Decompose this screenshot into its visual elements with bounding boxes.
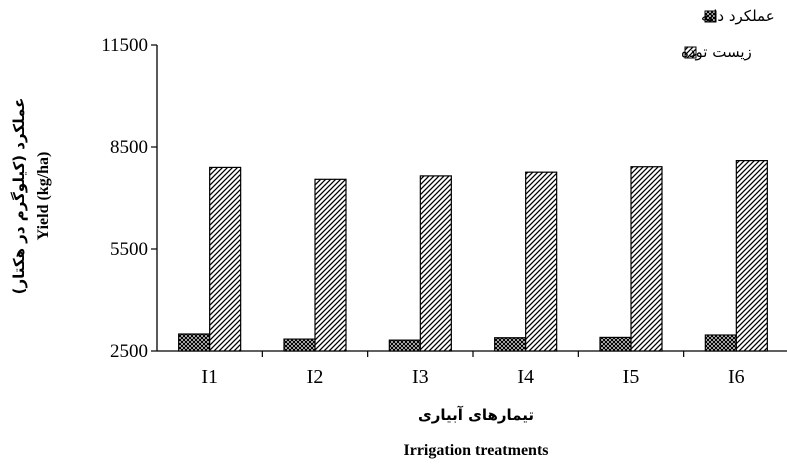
biomass-bar-i2 [314,178,347,352]
y-tick-label: 11500 [101,35,148,56]
bars [178,160,768,352]
legend-label-biomass: زیست توده [681,43,752,61]
grain-yield-bar-i6 [704,334,737,352]
x-tick-label: I5 [623,366,640,388]
legend-label-grain-yield: عملکرد دانه [701,7,775,25]
y-tick-label: 8500 [110,137,148,158]
x-tick-label: I4 [517,366,534,388]
y-axis-title-fa: عملکرد (کیلوگرم در هکتار) [10,98,28,295]
biomass-bar-i4 [525,171,558,352]
y-axis-title-en: Yield (kg/ha) [35,152,52,241]
grain-yield-bar-i1 [178,333,211,352]
x-tick-label: I3 [412,366,429,388]
biomass-bar-i3 [419,175,452,352]
y-tick-label: 2500 [110,341,148,362]
legend: عملکرد دانه زیست توده [681,7,775,61]
axes [151,44,787,357]
y-tick-label: 5500 [110,239,148,260]
legend-swatch-grain-yield [704,10,717,23]
grain-yield-bar-i4 [494,337,527,352]
legend-item-grain-yield: عملکرد دانه [701,7,775,25]
tick-labels: 2500 5500 8500 11500 I1 I2 I3 I4 I5 I6 [101,35,744,388]
x-tick-label: I1 [201,366,218,388]
grain-yield-bar-i3 [388,339,421,352]
grain-yield-bar-i5 [599,336,632,352]
biomass-bar-i5 [630,166,663,352]
legend-swatch-biomass [684,46,697,59]
x-axis-title-fa: تیمارهای آبیاری [418,406,534,424]
biomass-bar-i1 [209,166,242,352]
legend-item-biomass: زیست توده [681,43,752,61]
x-tick-label: I6 [728,366,745,388]
biomass-bar-i6 [735,160,768,352]
x-axis-title-en: Irrigation treatments [404,442,549,459]
x-tick-label: I2 [307,366,324,388]
grain-yield-bar-i2 [283,338,316,352]
